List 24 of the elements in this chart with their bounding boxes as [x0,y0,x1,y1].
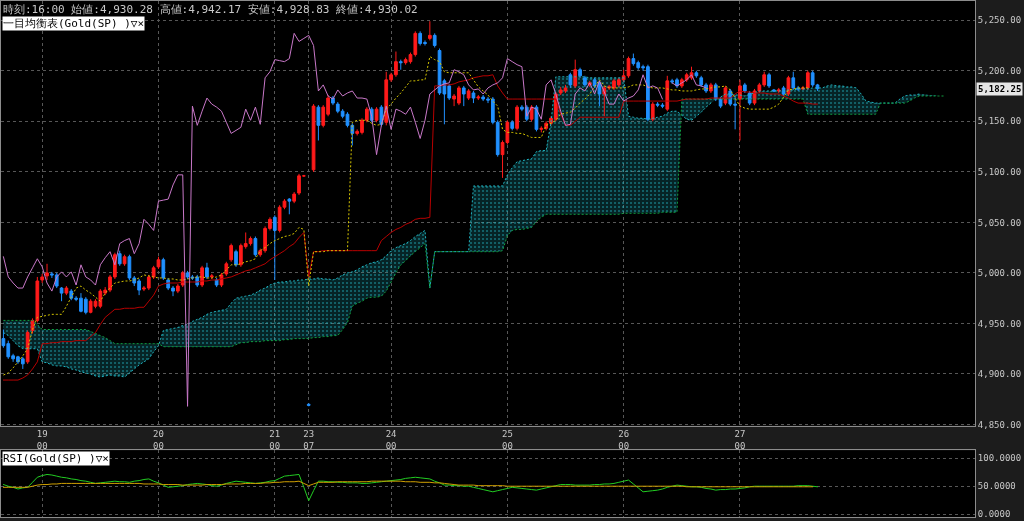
x-tick-label: 20 00 [153,429,164,452]
chart-title: RSI(Gold(SP) )▽× [3,452,109,465]
x-tick-label: 25 00 [501,429,513,452]
y-tick-label: 5,150.00 [977,116,1022,127]
x-tick-label: 26 00 [618,429,630,452]
x-tick-label: 23 07 [303,429,315,452]
text: 一目均衡表(Gold(SP) )▽× [3,17,145,30]
y-tick-label: 4,950.00 [977,318,1022,329]
x-tick-label: 27 00 [734,429,746,452]
x-tick-label: 21 00 [269,429,281,452]
y-tick-label: 4,900.00 [977,369,1022,380]
x-tick-label: 19 00 [36,429,48,452]
y-tick-label: 0.0000 [977,509,1011,520]
x-tick-label: 24 00 [385,429,397,452]
y-tick-label: 5,000.00 [977,268,1022,279]
y-tick-label: 5,250.00 [977,15,1022,26]
y-tick-label: 50.0000 [977,481,1016,492]
y-tick-label: 4,850.00 [977,419,1022,430]
y-tick-label: 5,100.00 [977,166,1022,177]
y-tick-label: 100.0000 [977,453,1022,464]
y-tick-label: 5,050.00 [977,217,1022,228]
text: 5,182.25 [978,84,1022,94]
y-tick-label: 5,200.00 [977,65,1022,76]
annotation: 時刻:16:00 始値:4,930.28 高値:4,942.17 安値:4,928.83 終値:4,930.02 [3,3,418,16]
